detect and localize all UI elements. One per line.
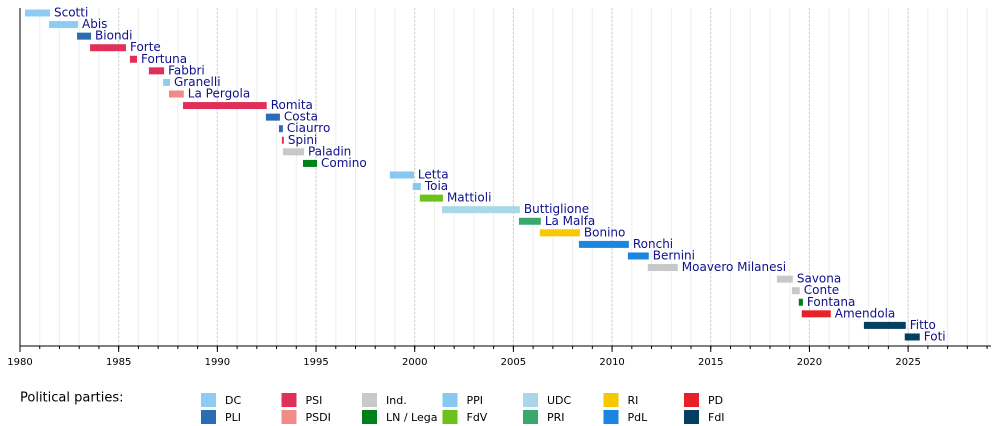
bar	[441, 206, 520, 214]
legend-swatch	[281, 393, 297, 407]
bar-label: Romita	[271, 98, 313, 112]
bar-label: Biondi	[95, 29, 132, 43]
bar-label: Scotti	[54, 6, 88, 20]
bar-label: Conte	[804, 283, 839, 297]
bar-label: Fabbri	[168, 63, 205, 77]
legend-label: FdV	[467, 411, 488, 424]
bar	[578, 240, 629, 248]
legend-swatch	[523, 393, 538, 407]
bar	[647, 264, 678, 272]
legend-swatch	[684, 410, 699, 424]
bar	[412, 183, 421, 191]
bar-label: La Pergola	[188, 86, 250, 100]
bar	[798, 298, 803, 306]
bar-label: Mattioli	[447, 191, 491, 205]
legend-label: FdI	[708, 411, 725, 424]
bar	[539, 229, 580, 237]
legend-label: PD	[708, 394, 723, 407]
legend-label: PLI	[225, 411, 241, 424]
legend-label: RI	[628, 394, 639, 407]
bar-label: Bernini	[653, 248, 695, 262]
bar	[24, 9, 50, 17]
legend-label: PdL	[628, 411, 649, 424]
x-tick-label: 2000	[402, 357, 427, 368]
bar	[776, 275, 793, 283]
bar-label: Amendola	[835, 306, 896, 320]
bar	[148, 67, 165, 75]
legend-label: PPI	[467, 394, 484, 407]
x-tick-label: 2020	[797, 357, 822, 368]
x-tick-label: 1980	[7, 357, 32, 368]
legend-swatch	[442, 410, 458, 424]
bar	[282, 148, 304, 156]
bar-label: Ronchi	[633, 237, 673, 251]
legend-swatch	[201, 393, 216, 407]
legend-swatch	[684, 393, 699, 407]
bar-label: Buttiglione	[524, 202, 589, 216]
bar	[863, 321, 906, 329]
bar-label: Fitto	[910, 318, 936, 332]
legend-swatch	[523, 410, 538, 424]
x-tick-label: 1990	[205, 357, 230, 368]
bar	[904, 333, 920, 341]
bar	[281, 136, 284, 144]
bar-label: Ciaurro	[287, 121, 330, 135]
bar-label: Forte	[130, 40, 161, 54]
legend-swatch	[603, 393, 619, 407]
bar	[163, 78, 170, 86]
legend-swatch	[362, 393, 377, 407]
legend-swatch	[281, 410, 297, 424]
legend-swatch	[201, 410, 216, 424]
bar-label: Paladin	[308, 144, 351, 158]
legend-label: DC	[225, 394, 241, 407]
bar	[265, 113, 280, 121]
bar-label: Foti	[924, 329, 946, 343]
bar	[419, 194, 443, 202]
bar-label: Costa	[284, 110, 318, 124]
x-tick-label: 1995	[303, 357, 328, 368]
bar	[169, 90, 184, 98]
bar	[791, 287, 800, 295]
x-tick-label: 2005	[501, 357, 526, 368]
x-tick-label: 1985	[106, 357, 131, 368]
x-tick-label: 2015	[698, 357, 723, 368]
bar-label: Spini	[288, 133, 318, 147]
bar	[518, 217, 541, 225]
legend-label: Ind.	[386, 394, 407, 407]
bar-label: Toia	[424, 179, 448, 193]
legend-swatch	[603, 410, 619, 424]
bar-label: Fortuna	[141, 52, 187, 66]
legend-label: UDC	[547, 394, 572, 407]
bar	[303, 159, 318, 167]
legend-swatch	[362, 410, 377, 424]
bar	[183, 102, 267, 110]
bar	[77, 32, 92, 40]
bar	[389, 171, 414, 179]
legend-title: Political parties:	[20, 391, 124, 406]
x-tick-label: 2025	[895, 357, 920, 368]
legend-label: PSDI	[306, 411, 331, 424]
legend-label: PSI	[306, 394, 323, 407]
bar	[627, 252, 649, 260]
bar-label: La Malfa	[545, 214, 595, 228]
bar-label: Granelli	[174, 75, 221, 89]
bar-label: Comino	[321, 156, 367, 170]
bar	[801, 310, 831, 318]
bar	[278, 125, 283, 133]
bar-label: Abis	[82, 17, 107, 31]
bar-label: Savona	[797, 272, 841, 286]
bar-label: Bonino	[584, 225, 625, 239]
legend-label: PRI	[547, 411, 565, 424]
x-tick-label: 2010	[599, 357, 624, 368]
legend-swatch	[442, 393, 458, 407]
bar-label: Letta	[418, 167, 449, 181]
legend-label: LN / Lega	[386, 411, 437, 424]
bar	[129, 55, 138, 63]
bar-label: Moavero Milanesi	[682, 260, 786, 274]
bar	[90, 44, 126, 52]
bar-label: Fontana	[807, 295, 855, 309]
bar	[49, 21, 79, 29]
